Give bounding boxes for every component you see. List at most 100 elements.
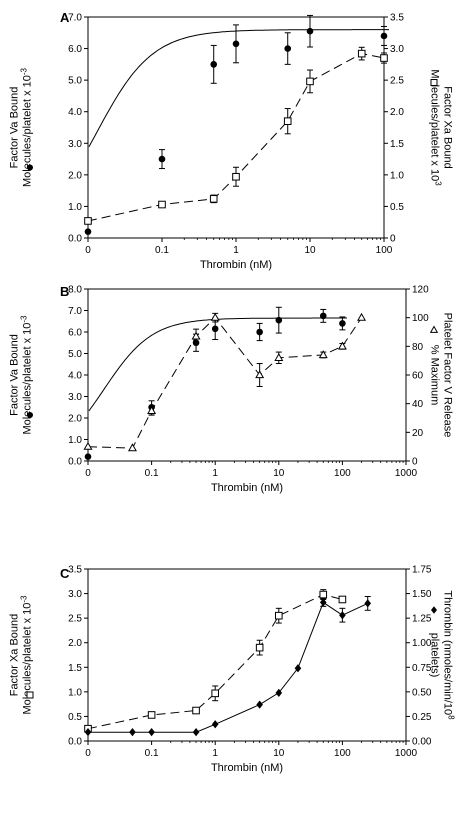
series-1	[84, 46, 388, 225]
data-point	[275, 688, 283, 697]
x-tick-label: 0.1	[145, 468, 159, 479]
left-tick-label: 7.0	[68, 306, 82, 317]
left-axis-title-line: Molecules/platelet x 10-3	[20, 67, 34, 187]
left-tick-label: 4.0	[68, 107, 82, 118]
series-line	[87, 316, 362, 449]
left-tick-label: 7.0	[68, 13, 82, 24]
right-tick-label: 1.25	[412, 614, 432, 625]
left-tick-label: 2.0	[68, 638, 82, 649]
right-axis-symbol	[429, 325, 439, 333]
left-axis-title-text: Factor Va Bound	[9, 334, 21, 416]
left-axis-title-exponent: -3	[20, 67, 29, 75]
data-point	[284, 45, 292, 52]
data-point	[339, 611, 346, 620]
data-point	[129, 728, 136, 737]
left-tick-label: 2.0	[68, 414, 82, 425]
right-tick-label: 3.5	[390, 13, 404, 24]
right-tick-label: 60	[412, 371, 424, 382]
x-tick-label: 1	[233, 245, 239, 256]
data-point	[84, 217, 92, 225]
data-point	[255, 643, 264, 652]
data-point	[211, 325, 219, 333]
left-axis-title: Factor Xa Bound Molecules/platelet x 10-3	[9, 595, 34, 715]
x-tick-label: 1000	[395, 748, 418, 759]
left-tick-label: 0.0	[68, 457, 82, 468]
data-point	[319, 590, 328, 599]
data-point	[337, 341, 347, 350]
right-axis-title-line: Thrombin (nmoles/min/108	[442, 590, 456, 720]
left-axis-title-exponent: -3	[20, 315, 29, 323]
left-tick-label: 0.5	[68, 712, 82, 723]
right-axis-title-text: platelets)	[429, 633, 441, 678]
panel-label: A	[60, 10, 70, 25]
right-tick-label: 1.0	[390, 170, 404, 181]
data-point	[192, 728, 200, 737]
right-tick-label: 40	[412, 399, 424, 410]
x-axis-label: Thrombin (nM)	[211, 482, 283, 494]
left-tick-label: 3.0	[68, 589, 82, 600]
left-tick-label: 8.0	[68, 285, 82, 296]
panel-label: C	[60, 566, 70, 581]
left-axis-symbol	[27, 412, 33, 418]
data-point	[294, 664, 302, 673]
left-tick-label: 1.0	[68, 435, 82, 446]
right-tick-label: 0.5	[390, 202, 404, 213]
right-axis-title: Thrombin (nmoles/min/108 platelets)	[429, 590, 456, 720]
right-axis-title-text: Factor Xa Bound	[442, 86, 454, 169]
panel-c: C 0 0.1 1 10 100 1000 Thrombin (nM) 0.0 0.5 1.0 1.5…	[9, 565, 456, 775]
left-tick-label: 0.0	[68, 234, 82, 245]
fit-curve	[88, 317, 347, 412]
left-axis-title-line: Factor Va Bound	[9, 87, 21, 169]
left-tick-label: 1.0	[68, 687, 82, 698]
data-point	[380, 54, 388, 62]
x-tick-label: 1	[212, 468, 218, 479]
right-axis-symbol	[430, 79, 438, 86]
right-axis-symbol	[431, 606, 437, 614]
right-axis-title-text: % Maximum	[429, 345, 441, 406]
x-tick-label: 0.1	[145, 748, 159, 759]
data-point	[84, 728, 92, 737]
data-point	[357, 312, 367, 321]
left-axis-symbol	[27, 164, 33, 171]
left-tick-label: 5.0	[68, 76, 82, 87]
left-tick-label: 1.0	[68, 202, 82, 213]
series-line	[87, 53, 385, 222]
data-point	[191, 331, 201, 340]
x-tick-label: 0	[85, 245, 91, 256]
right-tick-label: 0	[412, 457, 418, 468]
data-point	[211, 720, 219, 729]
data-point	[319, 312, 327, 320]
right-tick-label: 0.00	[412, 737, 432, 748]
right-axis-title-exponent: 3	[434, 181, 443, 186]
right-axis-title-text: Thrombin (nmoles/min/10	[442, 590, 454, 715]
right-tick-label: 2.0	[390, 107, 404, 118]
left-tick-label: 1.5	[68, 663, 82, 674]
panel-label: B	[60, 284, 69, 299]
data-point	[319, 598, 327, 607]
data-point	[306, 27, 314, 35]
right-tick-label: 20	[412, 428, 424, 439]
x-tick-label: 10	[273, 748, 285, 759]
data-point	[127, 443, 137, 452]
left-axis-title-line: Molecules/platelet x 10-3	[20, 315, 34, 435]
x-tick-label: 100	[334, 748, 351, 759]
data-point	[232, 172, 240, 181]
data-point	[148, 728, 155, 737]
right-tick-label: 1.50	[412, 589, 432, 600]
series-line	[88, 601, 368, 733]
data-point	[211, 689, 219, 698]
data-point	[210, 312, 220, 321]
left-axis-title: Factor Va Bound Molecules/platelet x 10-3	[9, 315, 34, 435]
x-tick-label: 100	[334, 468, 351, 479]
right-axis-title-line: platelets)	[429, 633, 441, 678]
plot-frame	[87, 568, 407, 742]
right-tick-label: 1.00	[412, 638, 432, 649]
left-axis-title-text: Molecules/platelet x 10	[22, 75, 34, 187]
left-axis-title: Factor Va Bound Molecules/platelet x 10-3	[9, 67, 34, 187]
data-point	[306, 77, 314, 86]
right-tick-label: 1.5	[390, 139, 404, 150]
data-point	[364, 599, 372, 608]
x-tick-label: 0	[85, 468, 91, 479]
right-tick-label: 0.75	[412, 663, 432, 674]
right-tick-label: 0.25	[412, 712, 432, 723]
